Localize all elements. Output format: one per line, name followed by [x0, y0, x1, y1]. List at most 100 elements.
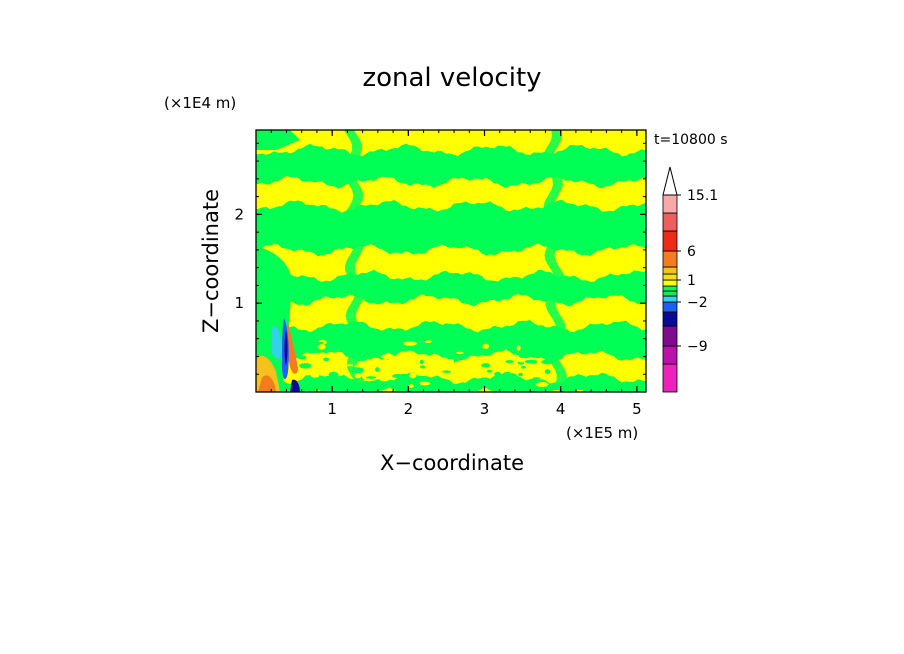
small-cell — [456, 351, 464, 355]
negative-jet-peak — [284, 330, 288, 366]
small-cell — [516, 345, 521, 351]
colorbar-segment — [662, 266, 678, 275]
small-cell — [366, 354, 373, 360]
small-cell — [323, 357, 330, 362]
negative-band-5 — [256, 371, 646, 392]
colorbar-segment — [662, 230, 678, 252]
small-cell — [317, 352, 327, 358]
small-cell — [328, 371, 339, 378]
colorbar-segment — [662, 325, 678, 347]
small-cell — [354, 365, 362, 368]
small-cell — [532, 377, 541, 380]
small-cell — [541, 359, 554, 365]
x-tick-label: 4 — [556, 400, 566, 418]
x-tick-label: 1 — [327, 400, 337, 418]
small-cell — [535, 382, 549, 387]
negative-cell-base — [290, 379, 300, 392]
small-cell — [310, 373, 320, 378]
small-cell — [336, 338, 347, 342]
colorbar-segment — [662, 311, 678, 327]
colorbar-tick-label: 1 — [687, 273, 696, 289]
disturbance-column-1 — [342, 130, 368, 390]
plot-frame — [255, 129, 647, 393]
x-tick-label: 5 — [632, 400, 642, 418]
small-cell — [354, 372, 362, 379]
x-axis-label: X−coordinate — [380, 451, 524, 475]
y-axis-label: Z−coordinate — [199, 189, 223, 333]
negative-band-2 — [256, 199, 646, 257]
small-cell — [296, 355, 307, 360]
small-cell — [419, 381, 431, 386]
colorbar-segment — [662, 290, 678, 297]
colorbar-segment — [662, 363, 678, 393]
small-cell — [505, 360, 514, 364]
negative-cell-top-left — [256, 130, 300, 150]
small-cell — [517, 357, 526, 363]
small-cell — [419, 359, 424, 365]
small-cell — [408, 384, 414, 388]
disturbance-column-2 — [542, 130, 567, 390]
colorbar-tick-label: 6 — [687, 244, 696, 260]
small-cell — [524, 359, 538, 364]
y-tick-label: 2 — [234, 205, 244, 223]
small-cell — [420, 365, 426, 369]
small-cell — [481, 363, 491, 368]
chart-title: zonal velocity — [362, 63, 541, 93]
small-cell — [381, 354, 395, 360]
small-cell — [392, 371, 405, 375]
small-cell — [358, 357, 368, 361]
colorbar-segment — [662, 301, 678, 313]
small-cell — [323, 361, 332, 364]
y-axis: 12 — [234, 142, 646, 375]
colorbar-segment — [662, 273, 678, 281]
small-cell — [487, 369, 493, 373]
colorbar-segment — [662, 250, 678, 268]
small-cell — [518, 355, 526, 358]
colorbar-segment — [662, 194, 678, 214]
x-axis: 1 2 3 4 5 — [270, 130, 642, 418]
small-cell — [372, 349, 382, 354]
small-cell — [534, 353, 543, 358]
small-cell — [442, 370, 452, 373]
small-cell — [544, 369, 551, 374]
small-cell — [375, 367, 380, 372]
small-cell — [482, 343, 490, 349]
negative-cell-cyan — [272, 325, 282, 360]
small-cell — [465, 350, 471, 357]
colorbar-segment — [662, 285, 678, 292]
x-tick-label: 3 — [480, 400, 490, 418]
colorbar-segment — [662, 295, 678, 303]
colorbar-tick-label: −9 — [687, 339, 708, 355]
time-label: t=10800 s — [654, 132, 728, 148]
small-cell — [409, 372, 417, 379]
small-cell — [299, 363, 312, 369]
small-cell — [507, 373, 517, 379]
small-cell — [403, 341, 417, 346]
small-cell — [385, 348, 393, 354]
y-tick-label: 1 — [234, 294, 244, 312]
small-cell — [354, 378, 361, 381]
colorbar-segment — [662, 212, 678, 232]
small-cell — [424, 340, 433, 344]
small-cell — [365, 376, 377, 379]
small-cell — [429, 357, 435, 364]
y-scale-label: (×1E4 m) — [164, 94, 236, 112]
small-cell — [317, 344, 326, 350]
positive-jet-peak — [258, 375, 276, 392]
contour-field — [256, 130, 646, 392]
small-cell — [472, 384, 483, 388]
colorbar-tick-label: 15.1 — [687, 188, 718, 204]
small-cell — [430, 341, 440, 344]
colorbar-extend-arrow — [662, 166, 678, 196]
colorbar-tick-label: −2 — [687, 295, 708, 311]
small-cell — [351, 367, 364, 373]
colorbar: 15.1 6 1 −2 −9 — [662, 166, 718, 393]
x-tick-label: 2 — [404, 400, 414, 418]
small-cell — [494, 371, 501, 377]
colorbar-segment — [662, 345, 678, 365]
colorbar-segment — [662, 279, 678, 287]
small-cell — [521, 366, 526, 369]
small-cell — [518, 372, 523, 377]
